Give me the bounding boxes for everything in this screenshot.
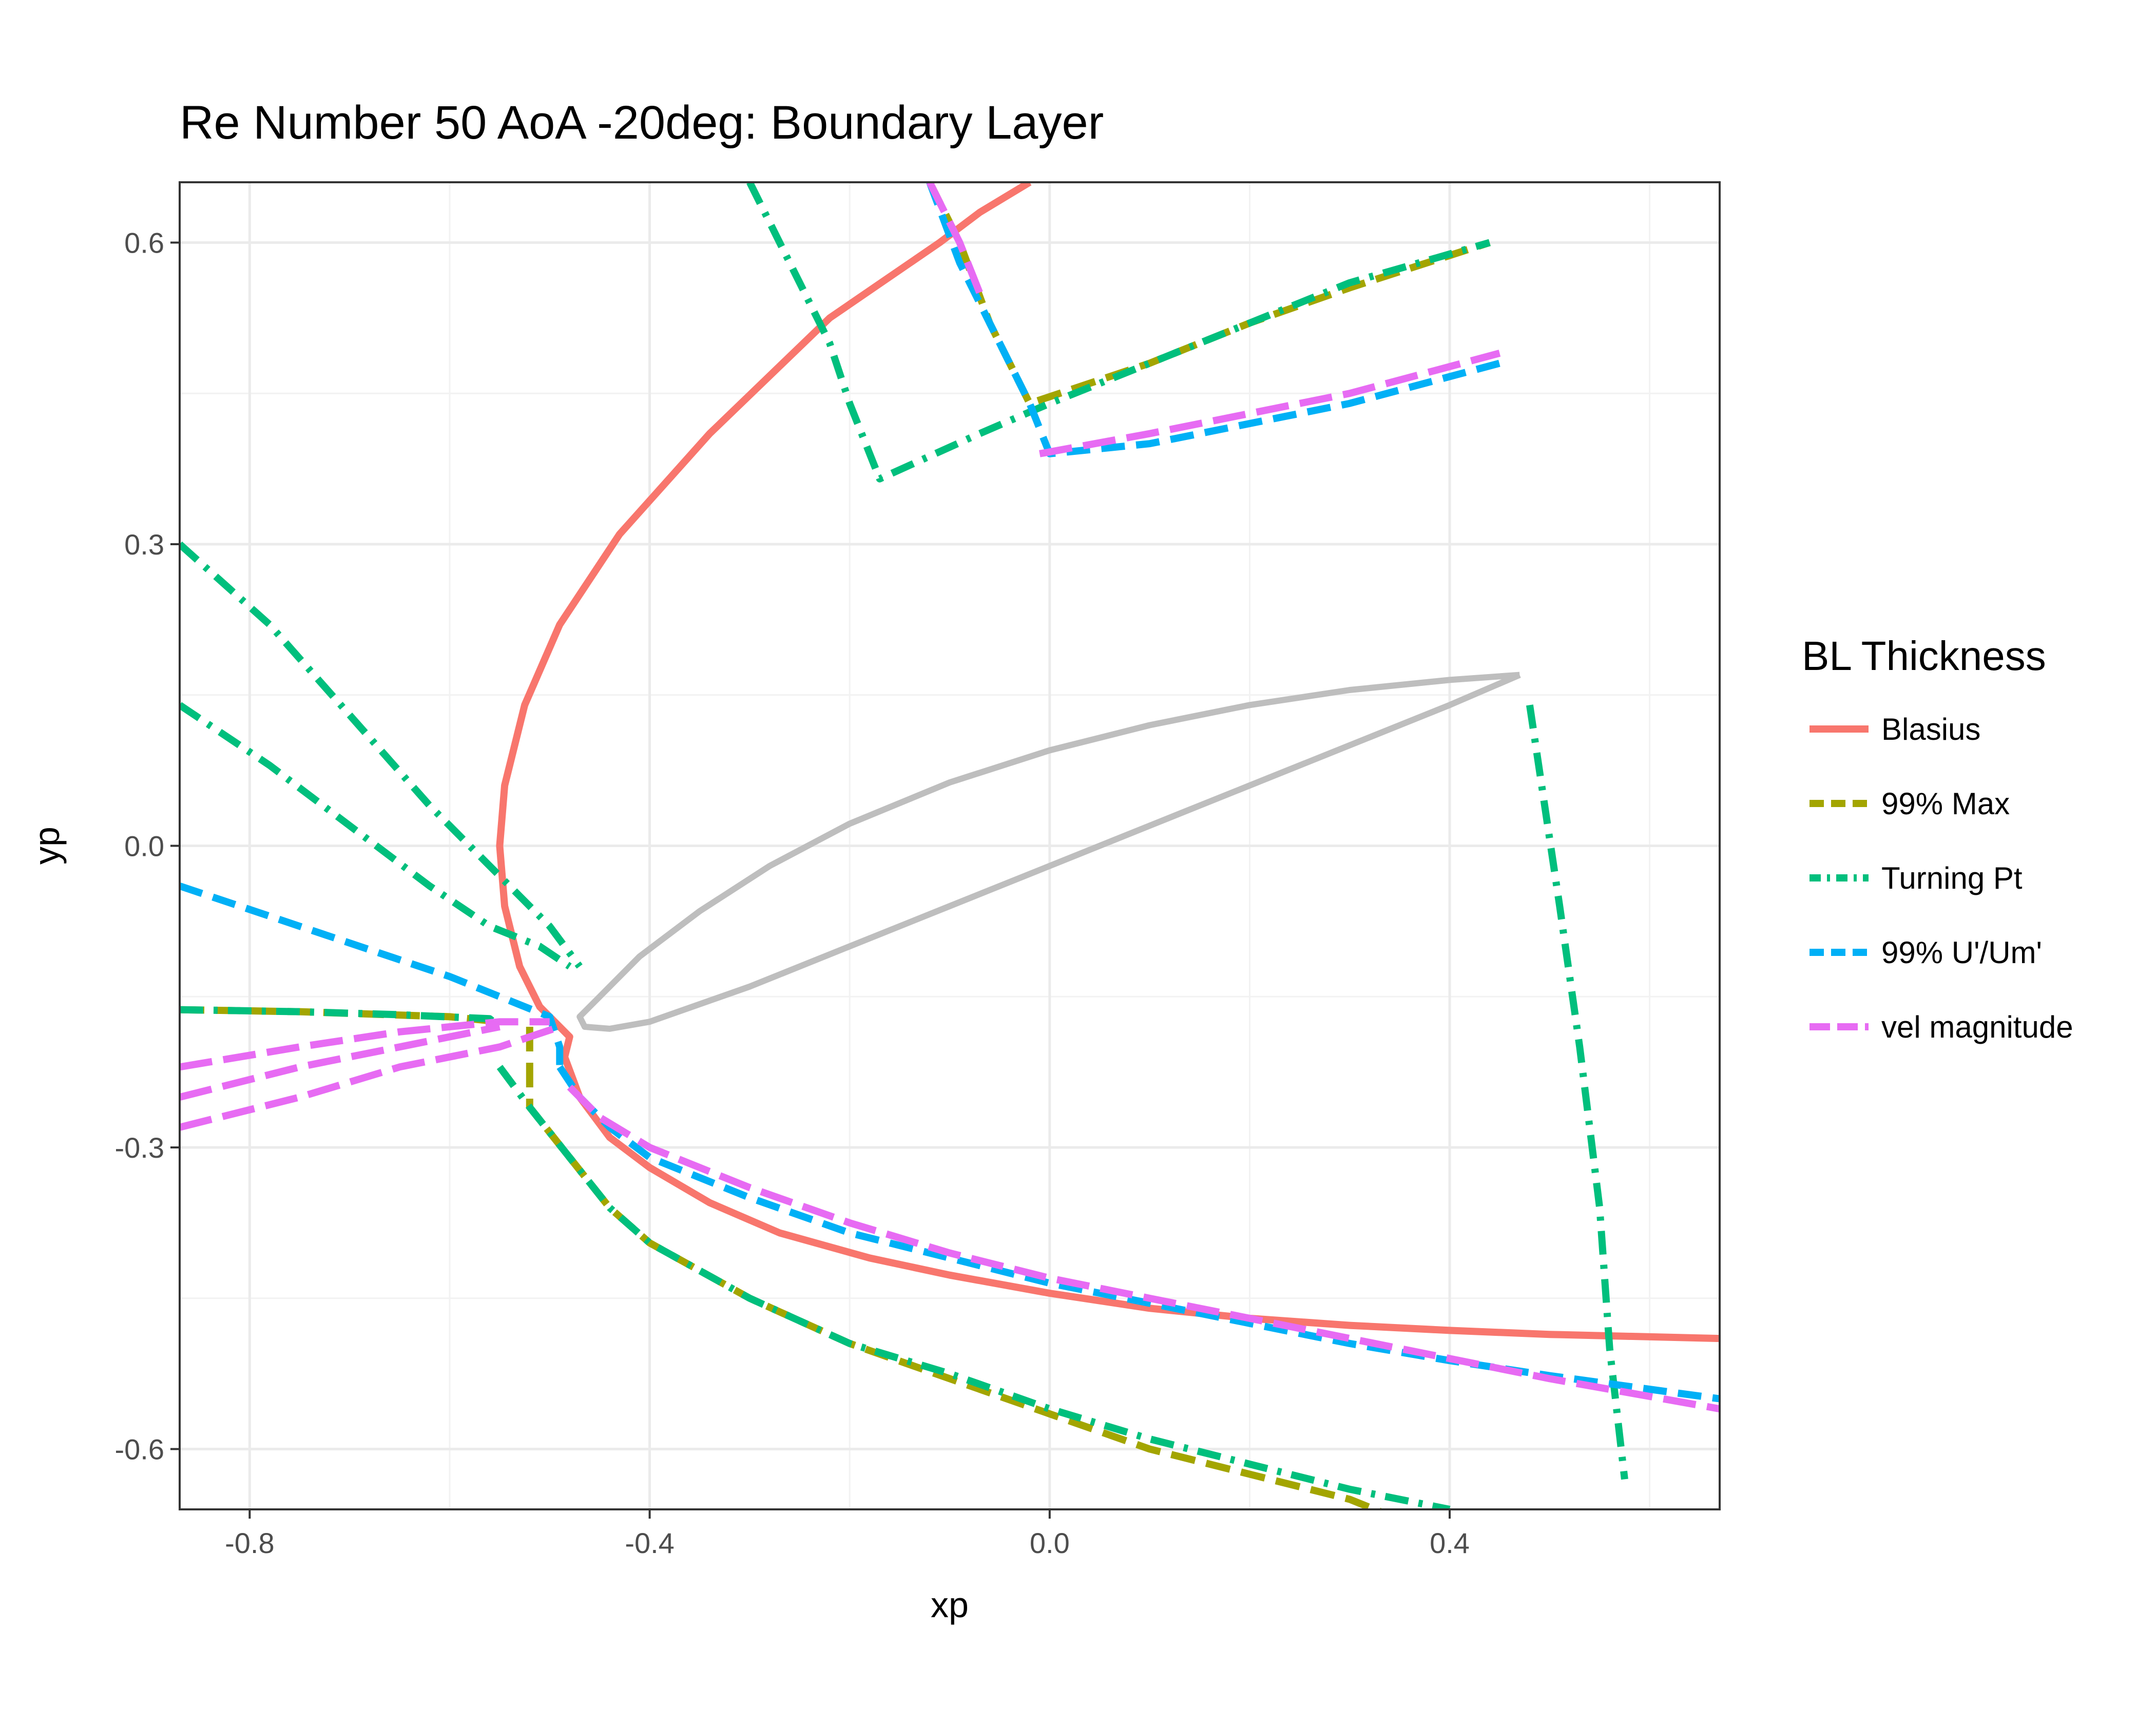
chart-title: Re Number 50 AoA -20deg: Boundary Layer [180, 97, 1104, 149]
x-tick-label: 0.0 [1030, 1527, 1070, 1559]
y-tick-label: -0.6 [115, 1433, 165, 1466]
legend-label-blasius: Blasius [1881, 712, 1980, 746]
legend: BL Thickness Blasius 99% Max Turning Pt 99%… [1802, 633, 2073, 1044]
x-tick-label: 0.4 [1430, 1527, 1470, 1559]
data-layer [180, 182, 1720, 1509]
series-line-vel-magnitude [926, 182, 983, 294]
y-tick-label: 0.3 [124, 528, 164, 561]
series-line-vel-magnitude [1039, 350, 1501, 457]
series-line-99-u-um [556, 1065, 1720, 1403]
legend-label-99-u-um: 99% U'/Um' [1881, 935, 2042, 970]
legend-label-turning-pt: Turning Pt [1881, 861, 2023, 895]
series-line-99-u-um [180, 883, 564, 1067]
x-axis-title: xp [931, 1585, 969, 1625]
grid-lines [180, 182, 1720, 1509]
series-line-turning-pt [746, 182, 1491, 483]
series-line-vel-magnitude [567, 1084, 1720, 1413]
axis-ticks: -0.8 -0.4 0.0 0.4 -0.6 -0.3 0.0 0.3 0.6 [115, 227, 1470, 1560]
series-line-99-max [926, 182, 1491, 407]
x-tick-label: -0.8 [225, 1527, 275, 1559]
x-tick-label: -0.4 [625, 1527, 675, 1559]
y-tick-label: -0.3 [115, 1132, 165, 1164]
series-line-vel-magnitude [180, 1018, 550, 1071]
series-line-turning-pt [180, 702, 572, 970]
airfoil-outline [576, 672, 1521, 1032]
y-tick-label: 0.6 [124, 227, 164, 259]
y-axis-title: yp [27, 827, 67, 865]
legend-title: BL Thickness [1802, 633, 2046, 679]
y-tick-label: 0.0 [124, 830, 164, 862]
legend-label-99-max: 99% Max [1881, 787, 2010, 821]
legend-label-vel-magnitude: vel magnitude [1881, 1010, 2073, 1044]
series-line-turning-pt [496, 1065, 1451, 1509]
series-line-turning-pt [180, 541, 583, 969]
series-line-vel-magnitude [180, 1023, 500, 1101]
series-line-vel-magnitude [180, 1023, 561, 1131]
